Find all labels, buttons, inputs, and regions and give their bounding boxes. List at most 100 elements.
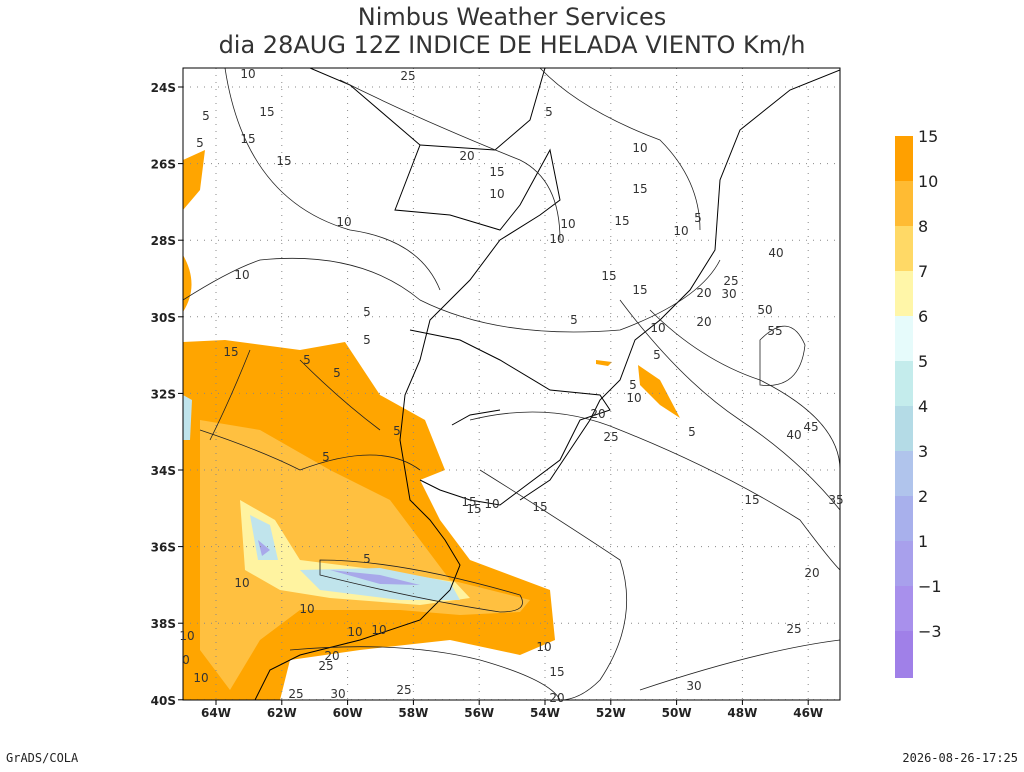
- colorbar-box: [895, 181, 913, 226]
- contour-label: 50: [757, 303, 772, 317]
- contour-label: 5: [653, 348, 661, 362]
- colorbar-label: 15: [918, 127, 938, 146]
- contour-label: 20: [696, 315, 711, 329]
- contour-label: 10: [484, 497, 499, 511]
- colorbar-box: [895, 406, 913, 451]
- contour-label: 20: [324, 649, 339, 663]
- lat-label: 32S: [151, 387, 176, 401]
- lon-label: 50W: [662, 706, 692, 720]
- lon-label: 52W: [596, 706, 626, 720]
- footer-right: 2026-08-26-17:25: [902, 751, 1018, 765]
- colorbar-box: [895, 226, 913, 271]
- contour-label: 15: [614, 214, 629, 228]
- contour-label: 15: [549, 665, 564, 679]
- contour-label: 45: [803, 420, 818, 434]
- contour-label: 15: [240, 132, 255, 146]
- contour-label: 55: [767, 324, 782, 338]
- subtitle: dia 28AUG 12Z INDICE DE HELADA VIENTO Km…: [219, 31, 806, 59]
- contour-label: 10: [371, 623, 386, 637]
- colorbar-box: [895, 631, 913, 678]
- contour-label: 0: [182, 653, 190, 667]
- contour-label: 5: [322, 450, 330, 464]
- lon-label: 46W: [793, 706, 823, 720]
- contour-label: 10: [336, 215, 351, 229]
- colorbar-box: [895, 496, 913, 541]
- lat-label: 40S: [151, 694, 176, 708]
- contour-label: 25: [318, 659, 333, 673]
- contour-label: 25: [396, 683, 411, 697]
- contour-label: 15: [489, 165, 504, 179]
- colorbar-box: [895, 136, 913, 181]
- contour-label: 10: [299, 602, 314, 616]
- contour-label: 30: [330, 687, 345, 701]
- lon-label: 48W: [727, 706, 757, 720]
- contour-label: 15: [601, 269, 616, 283]
- contour-label: 5: [694, 211, 702, 225]
- contour-label: 10: [632, 141, 647, 155]
- colorbar-label: 8: [918, 217, 928, 236]
- map-frame: [182, 67, 841, 701]
- contour-label: 15: [744, 493, 759, 507]
- contour-label: 25: [603, 430, 618, 444]
- contour-label: 10: [549, 232, 564, 246]
- contour-label: 25: [723, 274, 738, 288]
- contour-label: 10: [650, 321, 665, 335]
- contour-label: 15: [466, 502, 481, 516]
- colorbar-box: [895, 541, 913, 586]
- colorbar-label: 4: [918, 397, 928, 416]
- contour-label: 20: [590, 407, 605, 421]
- shading-light: [200, 420, 530, 690]
- contour-label: 5: [393, 424, 401, 438]
- contour-label: 25: [400, 69, 415, 83]
- contour-label: 15: [532, 500, 547, 514]
- contour-label: 5: [303, 353, 311, 367]
- footer-left: GrADS/COLA: [6, 751, 79, 765]
- colorbar-box: [895, 316, 913, 361]
- contour-label: 40: [768, 246, 783, 260]
- lat-label: 34S: [151, 464, 176, 478]
- contour-label: 10: [234, 268, 249, 282]
- contours: [183, 68, 840, 700]
- title: Nimbus Weather Services: [358, 3, 666, 31]
- lon-label: 60W: [333, 706, 363, 720]
- contour-label: 5: [196, 136, 204, 150]
- colorbar-label: 1: [918, 532, 928, 551]
- colorbar-label: 2: [918, 487, 928, 506]
- contour-label: 15: [259, 105, 274, 119]
- contour-label: 20: [459, 149, 474, 163]
- lon-label: 58W: [398, 706, 428, 720]
- contour-label: 20: [549, 691, 564, 705]
- contour-label: 15: [632, 182, 647, 196]
- contour-label: 5: [333, 366, 341, 380]
- contour-label: 25: [786, 622, 801, 636]
- contour-label: 15: [461, 495, 476, 509]
- contour-label: 5: [545, 105, 553, 119]
- colorbar: 15 10 8 7 6 5 4 3 2 1 −1 −3: [895, 127, 942, 678]
- colorbar-label: 5: [918, 352, 928, 371]
- contour-label: 25: [288, 687, 303, 701]
- colorbar-box: [895, 586, 913, 631]
- contour-label: 5: [363, 552, 371, 566]
- lon-label: 54W: [530, 706, 560, 720]
- contour-label: 10: [626, 391, 641, 405]
- colorbar-box: [895, 451, 913, 496]
- contour-label: 30: [686, 679, 701, 693]
- contour-label: 5: [202, 109, 210, 123]
- map-area: [183, 68, 840, 700]
- colorbar-label: 6: [918, 307, 928, 326]
- lat-label: 28S: [151, 234, 176, 248]
- contour-label: 5: [688, 425, 696, 439]
- graticule: [183, 68, 840, 700]
- contour-label: 10: [240, 67, 255, 81]
- colorbar-label: 10: [918, 172, 938, 191]
- contour-label: 5: [363, 333, 371, 347]
- contour-label: 10: [489, 187, 504, 201]
- contour-label: 10: [179, 629, 194, 643]
- contour-label: 10: [536, 640, 551, 654]
- lat-label: 30S: [151, 311, 176, 325]
- contour-label: 10: [234, 576, 249, 590]
- contour-label: 5: [629, 378, 637, 392]
- lon-label: 56W: [464, 706, 494, 720]
- contour-label: 20: [696, 286, 711, 300]
